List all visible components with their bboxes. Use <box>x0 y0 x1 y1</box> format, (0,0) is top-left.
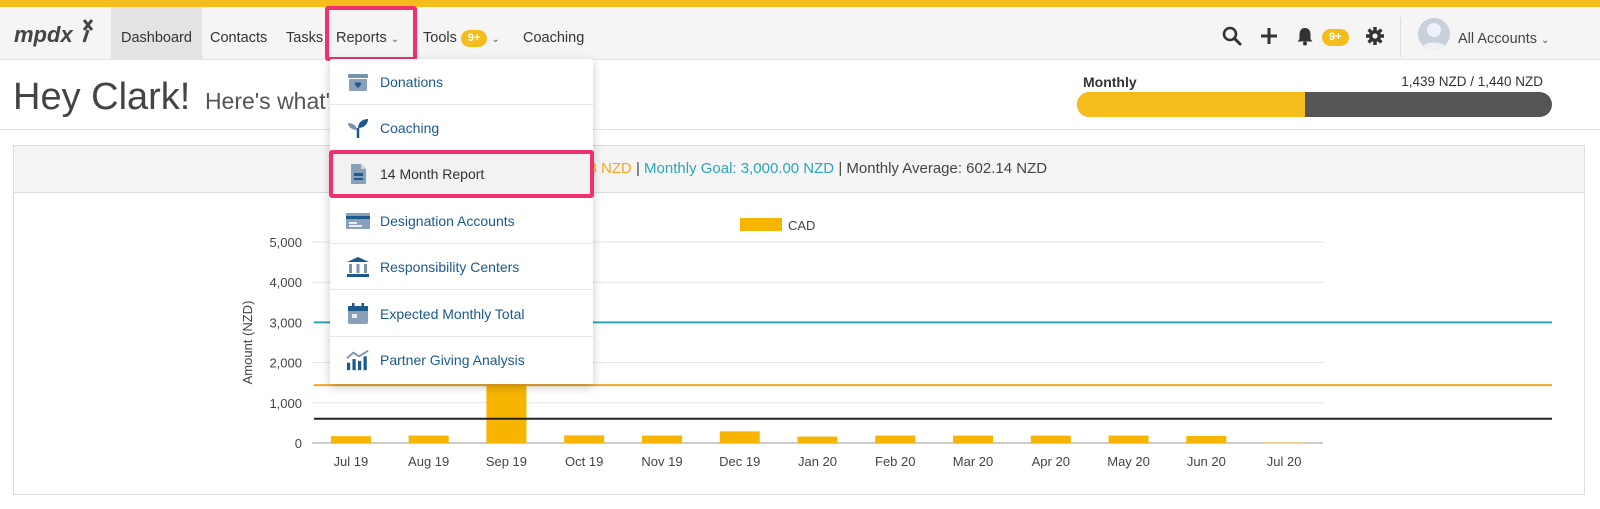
y-tick-label: 2,000 <box>269 356 302 371</box>
nav-reports[interactable]: Reports ⌄ <box>325 6 417 61</box>
menu-item-label: Donations <box>380 74 444 90</box>
nav-tools[interactable]: Tools 9+ ⌄ <box>413 7 510 60</box>
nav-tasks-label: Tasks <box>286 30 324 46</box>
x-tick-label: Oct 19 <box>565 454 603 469</box>
bar <box>953 435 994 443</box>
mpdx-logo[interactable]: mpdx <box>14 16 100 50</box>
nav-tasks[interactable]: Tasks <box>276 7 333 60</box>
monthly-goal-label: Monthly <box>1083 74 1137 90</box>
chevron-down-icon: ⌄ <box>390 34 400 45</box>
bar <box>641 435 682 443</box>
menu-item-14-month-report[interactable]: 14 Month Report <box>329 150 594 198</box>
y-tick-label: 1,000 <box>269 396 302 411</box>
bar <box>1264 442 1305 444</box>
x-tick-label: Aug 19 <box>408 454 449 469</box>
card-icon <box>346 213 370 229</box>
brand-strip <box>0 0 1600 7</box>
avatar[interactable] <box>1418 18 1450 50</box>
x-tick-label: Apr 20 <box>1032 454 1070 469</box>
add-icon[interactable] <box>1258 25 1280 47</box>
menu-item-expected-monthly-total[interactable]: Expected Monthly Total <box>330 291 593 337</box>
menu-item-partner-giving-analysis[interactable]: Partner Giving Analysis <box>330 337 593 383</box>
x-tick-label: Jan 20 <box>798 454 837 469</box>
bar <box>875 435 916 443</box>
bar <box>486 382 527 443</box>
legend-swatch <box>740 218 782 231</box>
top-navbar: mpdx Dashboard Contacts Tasks Reports ⌄ T… <box>0 6 1600 61</box>
bar <box>408 435 449 443</box>
summary-separator: | <box>635 160 640 177</box>
calendar-icon <box>348 303 368 324</box>
x-tick-label: May 20 <box>1107 454 1150 469</box>
greeting-title: Hey Clark! <box>13 76 191 118</box>
summary-goal: Monthly Goal: 3,000.00 NZD <box>644 160 835 177</box>
y-tick-label: 3,000 <box>269 315 302 330</box>
chevron-down-icon: ⌄ <box>491 34 500 45</box>
menu-item-label: Expected Monthly Total <box>380 306 525 322</box>
bar <box>330 436 371 443</box>
x-tick-label: Feb 20 <box>875 454 915 469</box>
account-switcher[interactable]: All Accounts ⌄ <box>1458 31 1549 47</box>
bar-chart-icon <box>346 349 369 371</box>
tools-badge: 9+ <box>460 30 488 47</box>
svg-text:mpdx: mpdx <box>14 22 73 47</box>
summary-separator: | <box>838 160 843 177</box>
y-axis-label: Amount (NZD) <box>240 301 255 385</box>
nav-coaching[interactable]: Coaching <box>513 7 594 60</box>
nav-contacts[interactable]: Contacts <box>200 7 277 60</box>
bar <box>719 431 760 443</box>
monthly-progress-fill <box>1077 92 1305 117</box>
nav-dashboard-label: Dashboard <box>121 30 192 46</box>
bar <box>797 436 838 443</box>
menu-item-donations[interactable]: Donations <box>330 59 593 105</box>
header-divider <box>0 129 1600 130</box>
x-tick-label: Sep 19 <box>486 454 527 469</box>
gear-icon[interactable] <box>1364 25 1386 47</box>
menu-item-label: Designation Accounts <box>380 213 515 229</box>
menu-item-label: 14 Month Report <box>380 166 485 182</box>
menu-item-label: Responsibility Centers <box>380 259 520 275</box>
search-icon[interactable] <box>1221 25 1243 47</box>
menu-item-coaching[interactable]: Coaching <box>330 105 593 151</box>
bar <box>1108 435 1149 443</box>
monthly-progress-bar <box>1077 92 1552 117</box>
menu-item-label: Partner Giving Analysis <box>380 352 525 368</box>
notifications-badge: 9+ <box>1322 29 1349 46</box>
bank-icon <box>347 257 369 277</box>
y-tick-label: 4,000 <box>269 275 302 290</box>
x-tick-label: Dec 19 <box>719 454 760 469</box>
nav-contacts-label: Contacts <box>210 30 268 46</box>
summary-average: Monthly Average: 602.14 NZD <box>846 160 1048 177</box>
x-tick-label: Jun 20 <box>1187 454 1226 469</box>
monthly-goal-values: 1,439 NZD / 1,440 NZD <box>1401 74 1543 89</box>
bell-icon[interactable] <box>1294 25 1316 47</box>
y-tick-label: 0 <box>295 436 302 451</box>
x-tick-label: Jul 19 <box>334 454 369 469</box>
user-silhouette-icon <box>1421 23 1447 50</box>
chevron-down-icon: ⌄ <box>1541 35 1550 46</box>
x-tick-label: Mar 20 <box>953 454 993 469</box>
x-tick-label: Jul 20 <box>1267 454 1302 469</box>
menu-item-responsibility-centers[interactable]: Responsibility Centers <box>330 244 593 290</box>
menu-item-designation-accounts[interactable]: Designation Accounts <box>330 198 593 244</box>
donation-box-icon <box>348 74 368 91</box>
bar <box>1186 435 1227 443</box>
bar <box>564 435 605 443</box>
account-divider <box>1400 17 1401 57</box>
document-icon <box>351 164 366 184</box>
sprout-icon <box>348 119 368 138</box>
bar <box>1030 435 1071 443</box>
nav-reports-label: Reports <box>336 30 387 46</box>
y-tick-label: 5,000 <box>269 235 302 250</box>
nav-coaching-label: Coaching <box>523 30 585 46</box>
account-label: All Accounts <box>1458 31 1537 47</box>
legend-label: CAD <box>788 218 815 233</box>
nav-tools-label: Tools <box>423 30 457 46</box>
menu-item-label: Coaching <box>380 120 440 136</box>
reports-dropdown-menu: Donations Coaching 14 Month Report Desig… <box>329 59 594 384</box>
x-tick-label: Nov 19 <box>641 454 682 469</box>
nav-dashboard[interactable]: Dashboard <box>111 7 202 60</box>
